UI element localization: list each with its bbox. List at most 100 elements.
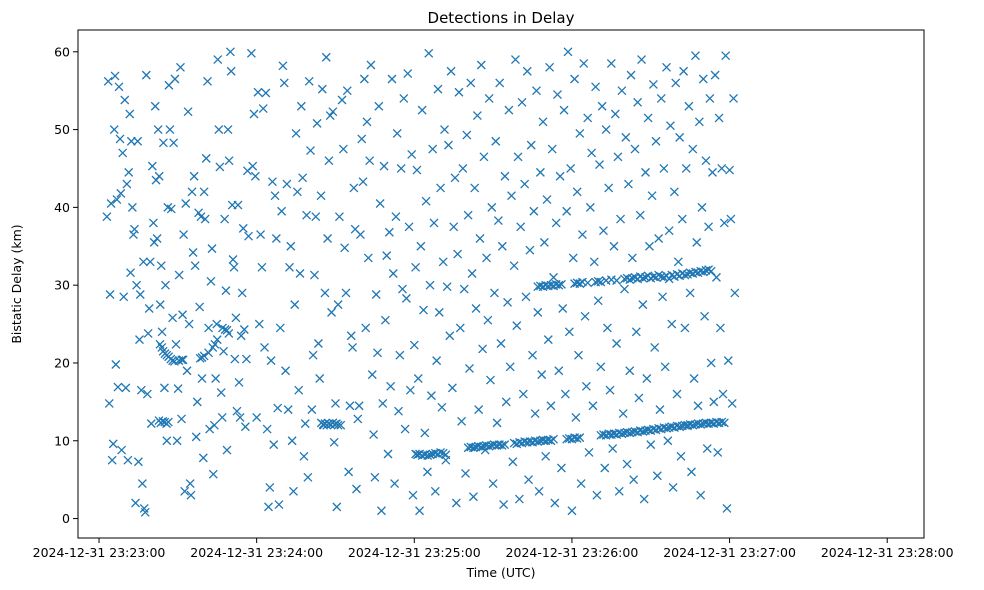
track-0-point-12	[195, 353, 205, 363]
data-point-75	[179, 230, 189, 240]
data-point-183	[308, 350, 318, 360]
data-point-68	[171, 339, 181, 349]
data-point-298	[459, 284, 469, 294]
data-point-376	[562, 206, 572, 216]
data-point-390	[580, 311, 590, 321]
data-point-104	[211, 374, 221, 383]
data-point-232	[373, 348, 382, 358]
data-point-359	[539, 237, 549, 247]
data-point-267	[419, 305, 428, 315]
track-5-point-44	[680, 270, 690, 280]
data-point-452	[662, 62, 671, 72]
track-5-point-53	[704, 265, 714, 275]
data-point-409	[605, 385, 615, 395]
data-point-411	[608, 444, 618, 453]
track-2-point-11	[438, 448, 448, 458]
data-point-334	[507, 191, 516, 201]
track-3-point-2	[468, 443, 478, 453]
data-point-473	[689, 374, 699, 383]
track-5-point-20	[612, 276, 622, 285]
data-point-98	[204, 323, 214, 333]
data-point-381	[568, 253, 578, 263]
data-point-240	[383, 449, 393, 459]
data-point-262	[412, 165, 422, 175]
data-point-139	[250, 171, 260, 181]
data-point-447	[655, 405, 665, 415]
data-point-96	[201, 153, 211, 163]
data-point-363	[545, 62, 555, 72]
data-point-170	[291, 129, 301, 138]
data-point-453	[663, 436, 673, 446]
data-point-361	[542, 195, 552, 205]
data-point-396	[588, 401, 598, 411]
data-point-11	[113, 382, 123, 392]
track-5-point-36	[659, 272, 669, 282]
data-point-392	[583, 113, 593, 123]
data-point-246	[391, 212, 401, 222]
data-point-449	[658, 292, 668, 302]
data-point-490	[711, 272, 721, 282]
data-point-90	[195, 302, 205, 312]
data-point-48	[149, 237, 159, 247]
data-point-339	[513, 152, 523, 162]
data-point-454	[664, 226, 674, 236]
data-point-327	[497, 241, 507, 251]
data-point-147	[261, 88, 271, 98]
data-point-123	[231, 313, 241, 323]
data-point-156	[273, 403, 283, 413]
data-point-375	[560, 389, 570, 399]
track-0-point-15	[204, 348, 214, 358]
track-3-point-5	[476, 442, 486, 452]
y-tick-label-0: 0	[62, 511, 70, 526]
data-point-413	[610, 109, 620, 119]
data-point-422	[622, 459, 632, 469]
track-2-point-6	[425, 450, 435, 460]
data-point-94	[199, 187, 209, 197]
data-point-231	[371, 290, 381, 299]
data-point-433	[637, 55, 647, 65]
data-point-219	[355, 230, 365, 240]
data-point-15	[117, 445, 127, 455]
track-2-point-0	[411, 449, 421, 459]
data-point-52	[153, 125, 163, 135]
data-point-466	[680, 323, 690, 333]
data-point-274	[428, 144, 438, 154]
data-point-311	[476, 60, 486, 70]
data-point-419	[618, 409, 628, 418]
data-point-369	[553, 90, 562, 100]
data-point-72	[176, 62, 185, 72]
data-point-78	[182, 366, 192, 376]
data-point-12	[114, 82, 124, 92]
data-point-66	[169, 138, 179, 148]
data-point-100	[206, 276, 216, 286]
data-point-250	[396, 164, 406, 173]
data-point-128	[236, 331, 246, 341]
data-point-155	[271, 234, 281, 243]
data-point-266	[417, 105, 427, 115]
data-point-338	[512, 321, 522, 331]
data-point-461	[673, 257, 683, 267]
data-point-408	[604, 183, 614, 193]
data-point-180	[304, 76, 314, 86]
data-point-95	[200, 214, 210, 224]
data-point-117	[225, 47, 235, 57]
data-point-407	[602, 323, 612, 333]
data-point-184	[310, 270, 319, 280]
x-axis-label: Time (UTC)	[465, 565, 535, 580]
data-point-470	[685, 288, 695, 298]
data-point-395	[587, 148, 597, 158]
data-point-335	[508, 457, 518, 467]
data-point-388	[577, 230, 587, 240]
data-point-371	[555, 171, 565, 181]
data-point-340	[514, 494, 524, 504]
data-point-270	[422, 467, 432, 477]
data-point-438	[643, 113, 653, 123]
data-point-285	[442, 282, 452, 292]
data-point-332	[504, 105, 514, 115]
track-0-point-11	[178, 355, 188, 365]
data-point-457	[668, 482, 678, 492]
data-point-31	[133, 136, 143, 146]
data-point-503	[729, 93, 738, 103]
data-point-143	[256, 230, 266, 240]
data-point-400	[593, 296, 603, 306]
